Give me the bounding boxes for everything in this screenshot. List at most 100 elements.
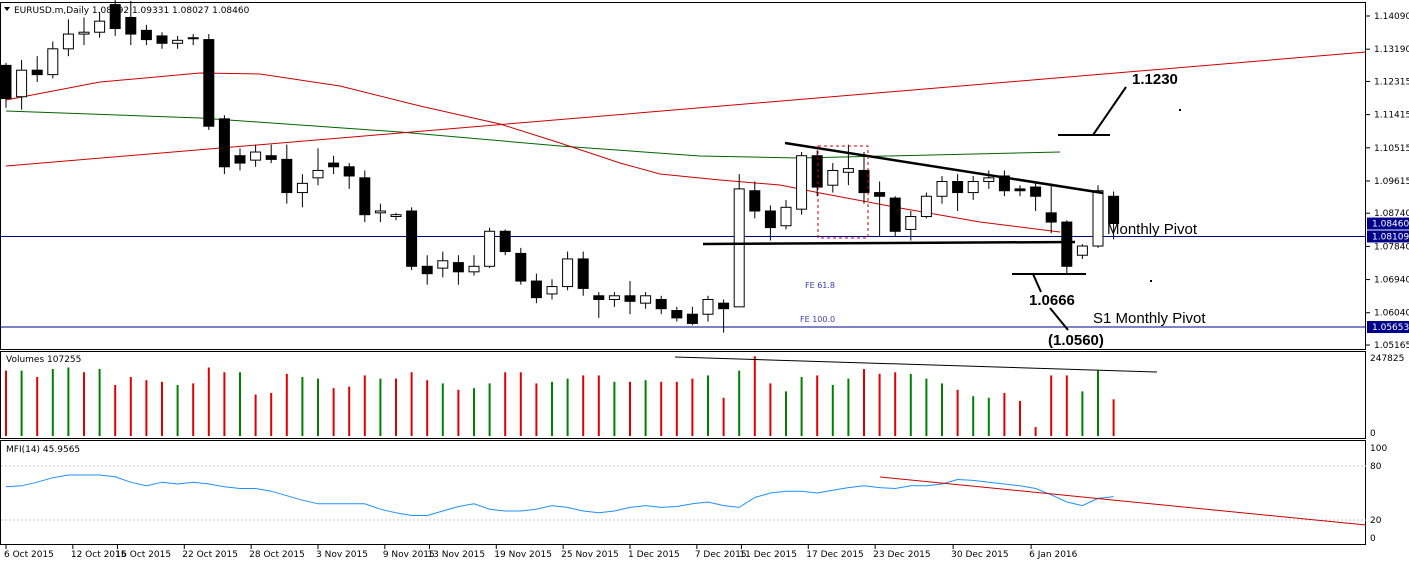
fib-expansion-box xyxy=(817,145,869,239)
volume-trendline xyxy=(674,356,1158,373)
current-price-box xyxy=(1367,217,1409,230)
candle-body xyxy=(234,155,246,164)
candle-body xyxy=(390,214,402,218)
candle-body xyxy=(952,181,964,194)
s1-price-text: 1.05653 xyxy=(1372,323,1409,333)
fe-100-label: FE 100.0 xyxy=(800,315,835,324)
candle-body xyxy=(374,210,386,214)
price-tick-label: 1.08740 xyxy=(1374,209,1409,219)
candle-body xyxy=(187,37,199,40)
time-tick-label: 28 Oct 2015 xyxy=(249,550,305,560)
candle-body xyxy=(593,295,605,300)
candle-body xyxy=(1076,245,1088,256)
candle-body xyxy=(312,169,324,179)
monthly-pivot-label: Monthly Pivot xyxy=(1107,221,1198,238)
candle-body xyxy=(0,64,12,100)
price-tick-label: 1.06940 xyxy=(1374,276,1409,286)
pivot-price-box xyxy=(1367,230,1409,243)
mfi-panel[interactable] xyxy=(0,440,1366,545)
candle-body xyxy=(842,168,854,173)
candle-body xyxy=(499,230,511,253)
marker-dot xyxy=(1150,280,1152,282)
candle-body xyxy=(125,16,137,35)
marker-dot xyxy=(1179,109,1181,111)
target-down-label: 1.0666 xyxy=(1029,292,1075,309)
target-up-leader xyxy=(1092,86,1127,136)
candle-body xyxy=(686,313,698,324)
candle-body xyxy=(1030,186,1042,197)
candle-body xyxy=(359,177,371,216)
chart-menu-triangle-icon[interactable] xyxy=(4,7,10,11)
candle-body xyxy=(328,162,340,168)
time-tick-label: 6 Oct 2015 xyxy=(4,550,54,560)
candle-body xyxy=(16,69,28,98)
candle-body xyxy=(718,302,730,310)
candle-body xyxy=(998,175,1010,192)
mfi-tick-label: 100 xyxy=(1370,444,1387,454)
time-tick-label: 9 Nov 2015 xyxy=(383,550,435,560)
candle-body xyxy=(780,206,792,227)
time-tick-label: 11 Dec 2015 xyxy=(739,550,797,560)
candle-body xyxy=(421,265,433,275)
candle-body xyxy=(827,169,839,186)
candle-body xyxy=(905,216,917,230)
candle-body xyxy=(749,190,761,212)
time-tick-label: 25 Nov 2015 xyxy=(561,550,619,560)
candle-body xyxy=(437,260,449,269)
price-tick-label: 1.06040 xyxy=(1374,309,1409,319)
time-tick-label: 6 Jan 2016 xyxy=(1029,550,1077,560)
current-price-text: 1.08460 xyxy=(1372,220,1409,230)
target-down-leader xyxy=(1032,273,1042,293)
candle-body xyxy=(31,69,43,76)
candle-body xyxy=(671,310,683,319)
candle-body xyxy=(1108,195,1120,225)
candle-body xyxy=(109,4,121,30)
volume-panel[interactable] xyxy=(0,351,1366,439)
price-tick-label: 1.07840 xyxy=(1374,242,1409,252)
candle-body xyxy=(764,210,776,229)
target-s1-label: (1.0560) xyxy=(1048,332,1104,349)
candle-body xyxy=(702,298,714,315)
price-tick-label: 1.12315 xyxy=(1374,77,1409,87)
time-tick-label: 7 Dec 2015 xyxy=(695,550,747,560)
ma-long-line xyxy=(5,51,1367,167)
time-tick-label: 3 Nov 2015 xyxy=(316,550,368,560)
candle-body xyxy=(796,155,808,210)
time-tick-label: 19 Nov 2015 xyxy=(494,550,552,560)
price-tick-label: 1.13190 xyxy=(1374,45,1409,55)
price-tick-label: 1.11415 xyxy=(1374,111,1409,121)
candle-body xyxy=(889,197,901,232)
candle-body xyxy=(546,286,558,295)
candle-body xyxy=(47,48,59,76)
mfi-tick-label: 80 xyxy=(1370,462,1382,472)
candle-body xyxy=(983,177,995,183)
mfi-tick-label: 20 xyxy=(1370,516,1382,526)
s1-price-box xyxy=(1367,321,1409,334)
candle-body xyxy=(1092,190,1104,247)
time-tick-label: 13 Nov 2015 xyxy=(427,550,485,560)
candle-body xyxy=(858,169,870,194)
resistance-trendline xyxy=(784,141,1104,195)
fe-618-label: FE 61.8 xyxy=(805,281,835,290)
candle-body xyxy=(1061,221,1073,267)
candle-body xyxy=(140,29,152,41)
candle-body xyxy=(562,258,574,288)
candle-body xyxy=(452,262,464,273)
candle-body xyxy=(156,35,168,44)
candle-body xyxy=(811,155,823,188)
candle-body xyxy=(218,118,230,168)
volumes-label: Volumes 107255 xyxy=(6,355,81,365)
price-tick-label: 1.10515 xyxy=(1374,144,1409,154)
mfi-label: MFI(14) 45.9565 xyxy=(6,445,80,455)
candle-body xyxy=(733,188,745,308)
price-tick-label: 1.14090 xyxy=(1374,12,1409,22)
candle-body xyxy=(203,39,215,127)
pivot-price-text: 1.08109 xyxy=(1372,232,1409,242)
candle-body xyxy=(967,181,979,194)
candle-body xyxy=(468,265,480,273)
volume-tick-label: 0 xyxy=(1370,429,1376,439)
time-tick-label: 30 Dec 2015 xyxy=(951,550,1009,560)
time-tick-label: 22 Oct 2015 xyxy=(182,550,238,560)
time-tick-label: 17 Dec 2015 xyxy=(806,550,864,560)
